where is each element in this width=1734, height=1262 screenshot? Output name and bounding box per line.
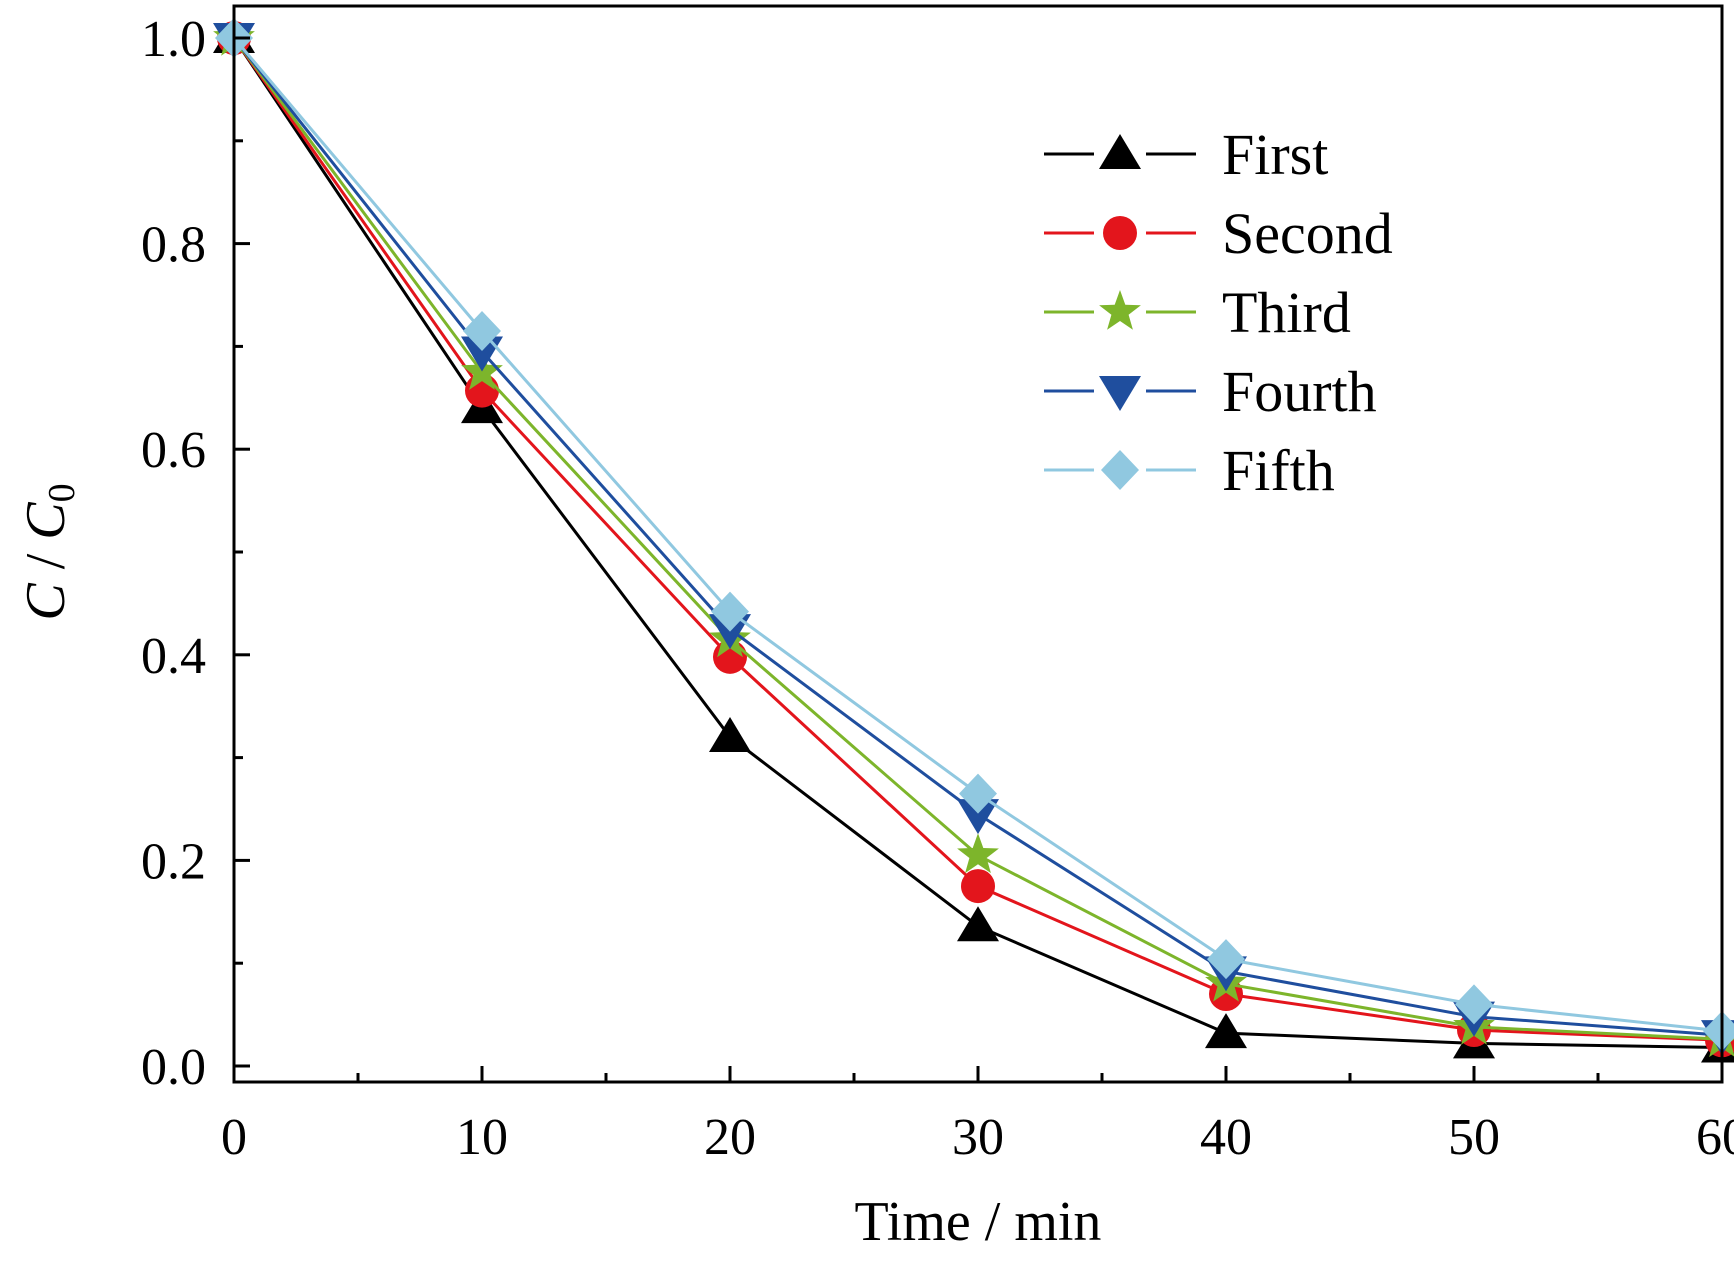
data-point-fifth — [1455, 984, 1493, 1025]
data-point-fifth — [463, 310, 501, 351]
y-tick-label: 0.4 — [141, 628, 206, 685]
y-axis-label-separator: / — [15, 540, 77, 584]
legend-marker — [1099, 290, 1141, 330]
x-tick-label: 0 — [221, 1109, 247, 1166]
data-point-fourth — [461, 336, 503, 372]
legend-entry-second: Second — [1044, 201, 1393, 266]
data-point-fifth — [1207, 939, 1245, 980]
legend-label: Fifth — [1222, 438, 1335, 503]
legend-entry-fifth: Fifth — [1044, 438, 1335, 503]
data-point-second — [961, 869, 995, 904]
legend-marker — [1101, 450, 1139, 490]
axis-labels: Time / min C / C0 — [15, 483, 1101, 1253]
plot-area — [213, 16, 1734, 1063]
y-axis-label-main: C — [15, 583, 77, 621]
x-tick-label: 40 — [1200, 1109, 1252, 1166]
legend: First Second Third Fourth Fifth — [1044, 122, 1393, 503]
series-second — [217, 21, 1734, 1058]
axis-ticks: 0 10 20 30 40 50 60 0.0 0.2 0.4 0.6 0.8 1.0 — [141, 11, 1734, 1166]
series-first — [213, 18, 1734, 1063]
data-point-first — [957, 906, 999, 942]
x-tick-label: 20 — [704, 1109, 756, 1166]
x-tick-label: 60 — [1696, 1109, 1734, 1166]
legend-marker — [1099, 134, 1141, 169]
data-point-first — [1205, 1013, 1247, 1049]
legend-label: Third — [1222, 280, 1351, 345]
legend-marker — [1099, 376, 1141, 411]
y-axis-label-subscript: 0 — [41, 483, 83, 502]
data-point-first — [709, 717, 751, 753]
y-tick-label: 0.2 — [141, 833, 206, 890]
y-tick-label: 0.0 — [141, 1039, 206, 1096]
x-tick-label: 30 — [952, 1109, 1004, 1166]
data-point-fifth — [1703, 1011, 1734, 1052]
data-point-third — [957, 833, 999, 874]
y-axis-label-base: C — [15, 502, 77, 540]
legend-entry-first: First — [1044, 122, 1328, 187]
x-axis-label: Time / min — [855, 1191, 1102, 1253]
x-tick-label: 50 — [1448, 1109, 1500, 1166]
y-tick-label: 1.0 — [141, 11, 206, 68]
legend-label: Fourth — [1222, 359, 1377, 424]
data-point-fourth — [957, 799, 999, 835]
y-tick-label: 0.6 — [141, 422, 206, 479]
data-point-fifth — [959, 773, 997, 814]
data-point-fifth — [711, 591, 749, 632]
y-axis-label: C / C0 — [15, 483, 83, 620]
x-tick-label: 10 — [456, 1109, 508, 1166]
legend-label: First — [1222, 122, 1328, 187]
legend-label: Second — [1222, 201, 1393, 266]
legend-entry-fourth: Fourth — [1044, 359, 1377, 424]
legend-marker — [1103, 216, 1137, 250]
legend-entry-third: Third — [1044, 280, 1351, 345]
y-tick-label: 0.8 — [141, 217, 206, 274]
